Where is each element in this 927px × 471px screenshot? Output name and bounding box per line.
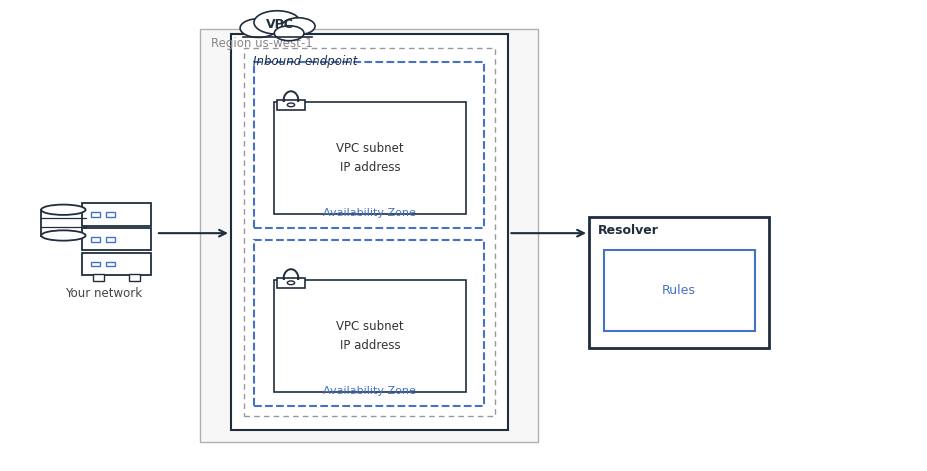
Bar	[254, 62, 484, 228]
Bar	[589, 217, 768, 348]
Circle shape	[254, 11, 300, 34]
Bar	[277, 100, 305, 110]
Text: Resolver: Resolver	[598, 224, 658, 237]
Circle shape	[240, 19, 277, 37]
Text: Rules: Rules	[662, 284, 695, 297]
Text: VPC: VPC	[266, 18, 294, 31]
Bar	[274, 280, 465, 392]
Bar	[82, 228, 151, 251]
Bar	[254, 240, 484, 406]
Bar	[200, 30, 538, 441]
Bar	[231, 34, 508, 430]
Bar	[277, 277, 305, 288]
Bar	[91, 262, 100, 267]
Circle shape	[282, 18, 314, 35]
Text: VPC subnet
IP address: VPC subnet IP address	[336, 320, 403, 352]
Bar	[82, 253, 151, 275]
Ellipse shape	[41, 230, 85, 241]
Bar	[106, 262, 115, 267]
Bar	[129, 275, 140, 281]
Text: Inbound endpoint: Inbound endpoint	[253, 55, 357, 68]
Text: VPC subnet
IP address: VPC subnet IP address	[336, 142, 403, 174]
Bar	[274, 102, 465, 214]
Circle shape	[287, 281, 295, 284]
Bar	[106, 212, 115, 217]
Bar	[82, 203, 151, 226]
Text: Your network: Your network	[65, 287, 142, 300]
Bar	[603, 250, 754, 332]
Bar	[91, 237, 100, 242]
Bar	[106, 237, 115, 242]
Ellipse shape	[41, 204, 85, 215]
Text: Region us-west-1: Region us-west-1	[211, 37, 312, 49]
Bar	[91, 212, 100, 217]
Text: Availability Zone: Availability Zone	[323, 386, 415, 396]
Circle shape	[287, 103, 295, 107]
Bar	[244, 48, 495, 416]
Circle shape	[274, 26, 304, 41]
Text: Availability Zone: Availability Zone	[323, 208, 415, 218]
Bar	[93, 275, 104, 281]
